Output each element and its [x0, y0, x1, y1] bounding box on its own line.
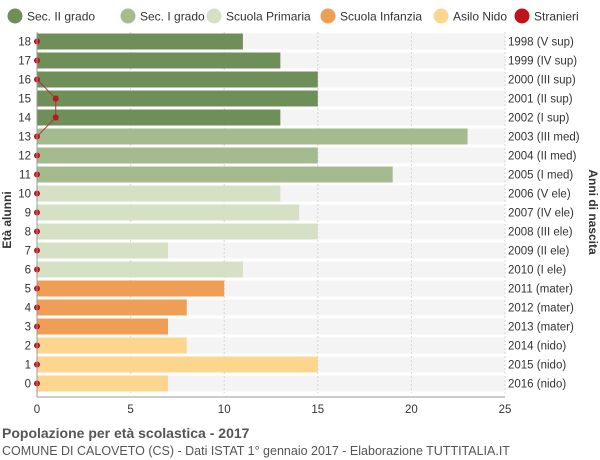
age-tick-label: 12 [18, 151, 31, 163]
axes [36, 32, 505, 398]
year-tick-label: 2009 (II ele) [508, 246, 570, 258]
year-tick-label: 2007 (IV ele) [508, 208, 574, 220]
legend-label: Scuola Infanzia [340, 10, 422, 24]
bar [37, 71, 318, 88]
legend-swatch [206, 8, 222, 24]
year-tick-label: 1999 (IV sup) [508, 56, 577, 68]
legend-label: Scuola Primaria [226, 10, 311, 24]
legend-swatch [7, 8, 23, 24]
year-tick-label: 2003 (III med) [508, 132, 580, 144]
year-tick-label: 2013 (mater) [508, 322, 574, 334]
y-axis-label-right: Anni di nascita [586, 169, 600, 255]
year-tick-label: 2011 (mater) [508, 284, 573, 296]
bar [37, 280, 225, 297]
legend-item: Scuola Infanzia [320, 8, 422, 24]
chart-title: Popolazione per età scolastica - 2017 [2, 425, 250, 441]
age-tick-label: 11 [19, 170, 31, 182]
legend-label: Asilo Nido [453, 10, 507, 24]
legend-swatch [120, 8, 136, 24]
year-tick-label: 2016 (nido) [508, 379, 566, 391]
bar [37, 356, 318, 373]
bar [37, 242, 169, 259]
bar [37, 318, 169, 335]
bar [37, 223, 318, 240]
age-tick-label: 17 [18, 56, 31, 68]
x-tick-label: 5 [127, 404, 133, 416]
x-tick-label: 20 [405, 404, 418, 416]
year-tick-label: 2014 (nido) [508, 341, 566, 353]
year-tick-label: 2002 (I sup) [508, 113, 570, 125]
age-tick-label: 5 [25, 284, 31, 296]
bar [37, 52, 281, 69]
x-tick-label: 25 [499, 404, 512, 416]
year-tick-label: 2005 (I med) [508, 170, 573, 182]
legend-swatch [433, 8, 449, 24]
year-tick-label: 1998 (V sup) [508, 37, 574, 49]
age-tick-label: 2 [25, 341, 31, 353]
legend-label: Stranieri [534, 10, 579, 24]
bar [37, 204, 300, 221]
age-tick-label: 4 [25, 303, 32, 315]
stranieri-point [52, 95, 59, 102]
bar [37, 375, 169, 392]
bar [37, 90, 318, 107]
x-tick-label: 15 [311, 404, 324, 416]
legend-item: Stranieri [514, 8, 579, 24]
age-tick-label: 6 [25, 265, 31, 277]
age-tick-label: 9 [25, 208, 31, 220]
legend: Sec. II grado Sec. I grado Scuola Primaria… [7, 8, 579, 24]
bar [37, 166, 393, 183]
year-tick-label: 2015 (nido) [508, 360, 566, 372]
stranieri-point [52, 114, 59, 121]
age-tick-label: 1 [25, 360, 31, 372]
year-tick-label: 2000 (III sup) [508, 75, 576, 87]
age-tick-label: 14 [18, 113, 31, 125]
bar [37, 33, 243, 50]
age-tick-label: 18 [18, 37, 31, 49]
x-tick-label: 0 [34, 404, 40, 416]
legend-item: Sec. II grado [7, 8, 95, 24]
age-tick-label: 3 [25, 322, 31, 334]
tick-labels: 18 1998 (V sup)17 1999 (IV sup)16 2000 (III… [18, 37, 580, 417]
year-tick-label: 2012 (mater) [508, 303, 574, 315]
age-tick-label: 15 [18, 94, 31, 106]
age-tick-label: 0 [25, 379, 31, 391]
legend-label: Sec. II grado [27, 10, 95, 24]
chart-subtitle: COMUNE DI CALOVETO (CS) - Dati ISTAT 1° … [2, 444, 510, 458]
age-tick-label: 10 [18, 189, 31, 201]
legend-item: Scuola Primaria [206, 8, 311, 24]
age-tick-label: 13 [18, 132, 31, 144]
age-tick-label: 7 [25, 246, 31, 258]
year-tick-label: 2006 (V ele) [508, 189, 571, 201]
bar [37, 128, 468, 145]
bar [37, 109, 281, 126]
year-tick-label: 2010 (I ele) [508, 265, 566, 277]
year-tick-label: 2001 (II sup) [508, 94, 573, 106]
legend-swatch [320, 8, 336, 24]
year-tick-label: 2008 (III ele) [508, 227, 573, 239]
bar [37, 185, 281, 202]
legend-item: Asilo Nido [433, 8, 507, 24]
x-tick-label: 10 [218, 404, 231, 416]
bar [37, 299, 187, 316]
y-axis-label-left: Età alunni [0, 191, 14, 248]
legend-swatch [514, 8, 530, 24]
age-tick-label: 16 [18, 75, 31, 87]
bar [37, 337, 187, 354]
bar [37, 261, 243, 278]
legend-item: Sec. I grado [120, 8, 205, 24]
legend-label: Sec. I grado [140, 10, 205, 24]
bars [37, 33, 468, 392]
bar [37, 147, 318, 164]
age-tick-label: 8 [25, 227, 31, 239]
year-tick-label: 2004 (II med) [508, 151, 577, 163]
